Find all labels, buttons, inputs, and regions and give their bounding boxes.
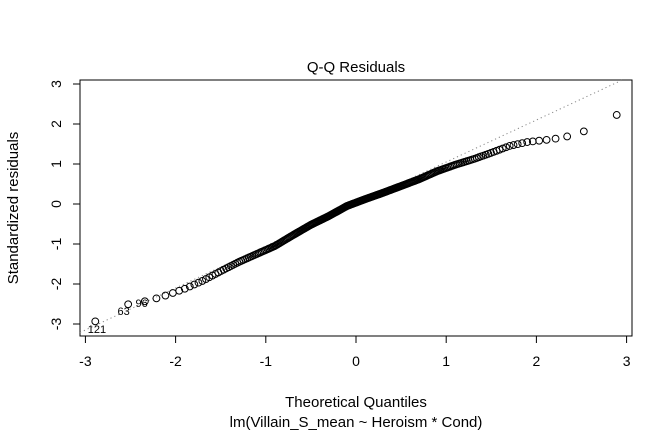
data-point <box>190 280 199 289</box>
data-point <box>161 291 170 300</box>
x-tick-label: -1 <box>260 353 273 369</box>
data-point <box>168 289 177 297</box>
data-point <box>513 140 522 149</box>
x-tick-label: 1 <box>442 353 450 369</box>
data-point <box>152 294 161 303</box>
point-label: 121 <box>88 324 106 336</box>
point-label: 63 <box>117 306 129 318</box>
point-labels: 121 63 96 <box>88 298 148 336</box>
data-point <box>124 300 133 309</box>
data-point <box>194 278 203 287</box>
data-point <box>505 142 514 150</box>
data-point <box>535 136 544 145</box>
y-tick-label: -3 <box>48 318 64 331</box>
data-point <box>518 139 527 148</box>
y-tick-label: -2 <box>48 278 64 291</box>
data-point <box>185 282 194 291</box>
x-axis-label: Theoretical Quantiles <box>285 394 427 411</box>
y-axis-label: Standardized residuals <box>5 132 22 285</box>
data-point <box>563 132 572 141</box>
data-point <box>498 144 507 153</box>
x-tick-label: -2 <box>169 353 182 369</box>
data-point <box>579 127 588 136</box>
x-tick-label: -3 <box>79 353 92 369</box>
data-point <box>509 141 518 149</box>
data-point <box>180 284 189 293</box>
x-axis-sublabel: lm(Villain_S_mean ~ Heroism * Cond) <box>230 414 483 431</box>
x-tick-label: 0 <box>352 353 360 369</box>
y-tick-label: 1 <box>48 160 64 168</box>
data-point <box>523 138 532 146</box>
data-points <box>91 111 621 326</box>
point-label: 96 <box>136 298 148 310</box>
data-point <box>502 143 510 152</box>
data-point <box>91 317 100 326</box>
data-point <box>551 134 560 143</box>
y-tick-label: 0 <box>48 200 64 208</box>
y-axis: -3 -2 -1 0 1 2 3 <box>48 80 81 331</box>
y-tick-label: 3 <box>48 80 64 88</box>
y-tick-label: 2 <box>48 120 64 128</box>
data-point <box>140 297 149 306</box>
chart-title: Q-Q Residuals <box>307 59 405 76</box>
x-tick-label: 3 <box>623 353 631 369</box>
x-axis: -3 -2 -1 0 1 2 3 <box>79 335 631 369</box>
y-tick-label: -1 <box>48 238 64 251</box>
data-point <box>612 111 621 119</box>
x-tick-label: 2 <box>532 353 540 369</box>
data-point <box>175 286 184 295</box>
data-point <box>542 135 551 144</box>
